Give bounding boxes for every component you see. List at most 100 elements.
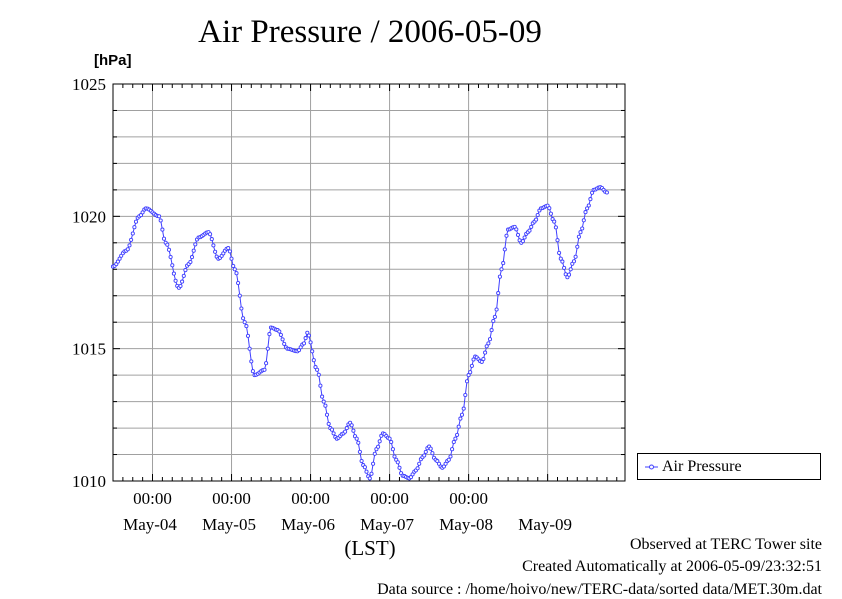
x-date-label: May-07 [360,515,414,534]
data-point [372,451,377,456]
data-point [459,412,465,417]
data-point [392,454,397,459]
data-point [357,449,362,454]
data-point [229,256,234,261]
data-point [351,428,356,433]
data-point [277,329,282,334]
data-point [555,238,560,243]
data-point [369,471,374,476]
footer-source: Data source : /home/hoivo/new/TERC-data/… [377,581,822,598]
data-point [557,250,562,255]
data-point [241,316,246,321]
data-point [552,219,557,224]
data-point [558,256,563,261]
data-point [588,197,593,202]
data-point [180,279,185,284]
data-point [446,457,451,462]
data-point [125,247,130,252]
x-date-label: May-04 [123,515,177,534]
x-date-label: May-08 [439,515,493,534]
y-tick-label: 1015 [72,340,106,359]
data-point [306,333,311,338]
data-point [234,271,239,276]
data-point [468,370,473,375]
data-point [466,373,471,378]
data-point [189,255,195,260]
data-point [461,406,466,411]
data-point [130,231,135,236]
data-point [484,344,489,349]
plot-frame [112,83,626,482]
data-point [329,427,335,432]
data-point [354,436,359,441]
data-point [213,249,218,254]
data-point [514,227,519,232]
data-point [453,436,458,441]
data-point [166,247,172,252]
data-point [324,412,330,417]
y-tick-label: 1025 [72,75,106,94]
data-point [349,423,354,428]
data-point [604,190,609,195]
data-point [566,272,572,277]
y-axis-unit: [hPa] [94,52,132,69]
grid-lines [113,84,625,481]
data-point [489,328,494,333]
data-point [450,447,455,452]
x-time-label: 00:00 [449,489,488,508]
chart-title: Air Pressure / 2006-05-09 [198,14,542,50]
data-point [308,340,313,345]
data-point [575,244,580,249]
data-point [311,358,316,363]
y-tick-label: 1020 [72,207,106,226]
data-point [193,242,198,247]
data-point [301,341,307,346]
x-time-label: 00:00 [133,489,172,508]
data-point [430,451,435,456]
data-point [562,265,567,270]
data-point [132,225,137,230]
data-point [469,363,474,368]
data-point [456,424,461,429]
data-point [583,210,588,215]
footer-created: Created Automatically at 2006-05-09/23:3… [522,558,822,575]
data-point [356,440,361,445]
footer-observed: Observed at TERC Tower site [629,536,822,553]
data-point [359,458,364,464]
data-point [504,233,509,238]
data-point [160,227,165,232]
x-tick-labels: 00:00 00:00 00:00 00:00 00:00 May-04 May-05 May… [123,489,572,534]
data-point [129,237,134,242]
data-point [585,206,590,211]
data-point [323,403,328,408]
data-point [208,232,213,237]
data-point [581,218,586,223]
data-point [568,267,573,272]
x-time-label: 00:00 [370,489,409,508]
data-point [236,280,241,286]
data-point [494,307,499,312]
data-point [226,246,231,251]
data-point [178,283,183,289]
data-point [231,263,236,269]
data-point [560,259,565,264]
data-point [501,261,506,266]
data-point [315,367,320,372]
series-line-air-pressure [112,186,608,480]
data-point [428,446,433,451]
data-point [397,465,402,470]
data-point [211,243,216,248]
data-point [267,332,272,337]
data-point [497,274,502,279]
data-point [303,336,308,341]
data-point [320,394,325,399]
data-point [491,318,496,324]
data-point [117,256,122,261]
data-point [376,444,381,449]
data-point [390,447,395,452]
data-point [464,379,470,384]
data-point [515,232,521,237]
data-point [481,356,486,362]
data-point [171,271,176,276]
data-point [580,226,585,231]
